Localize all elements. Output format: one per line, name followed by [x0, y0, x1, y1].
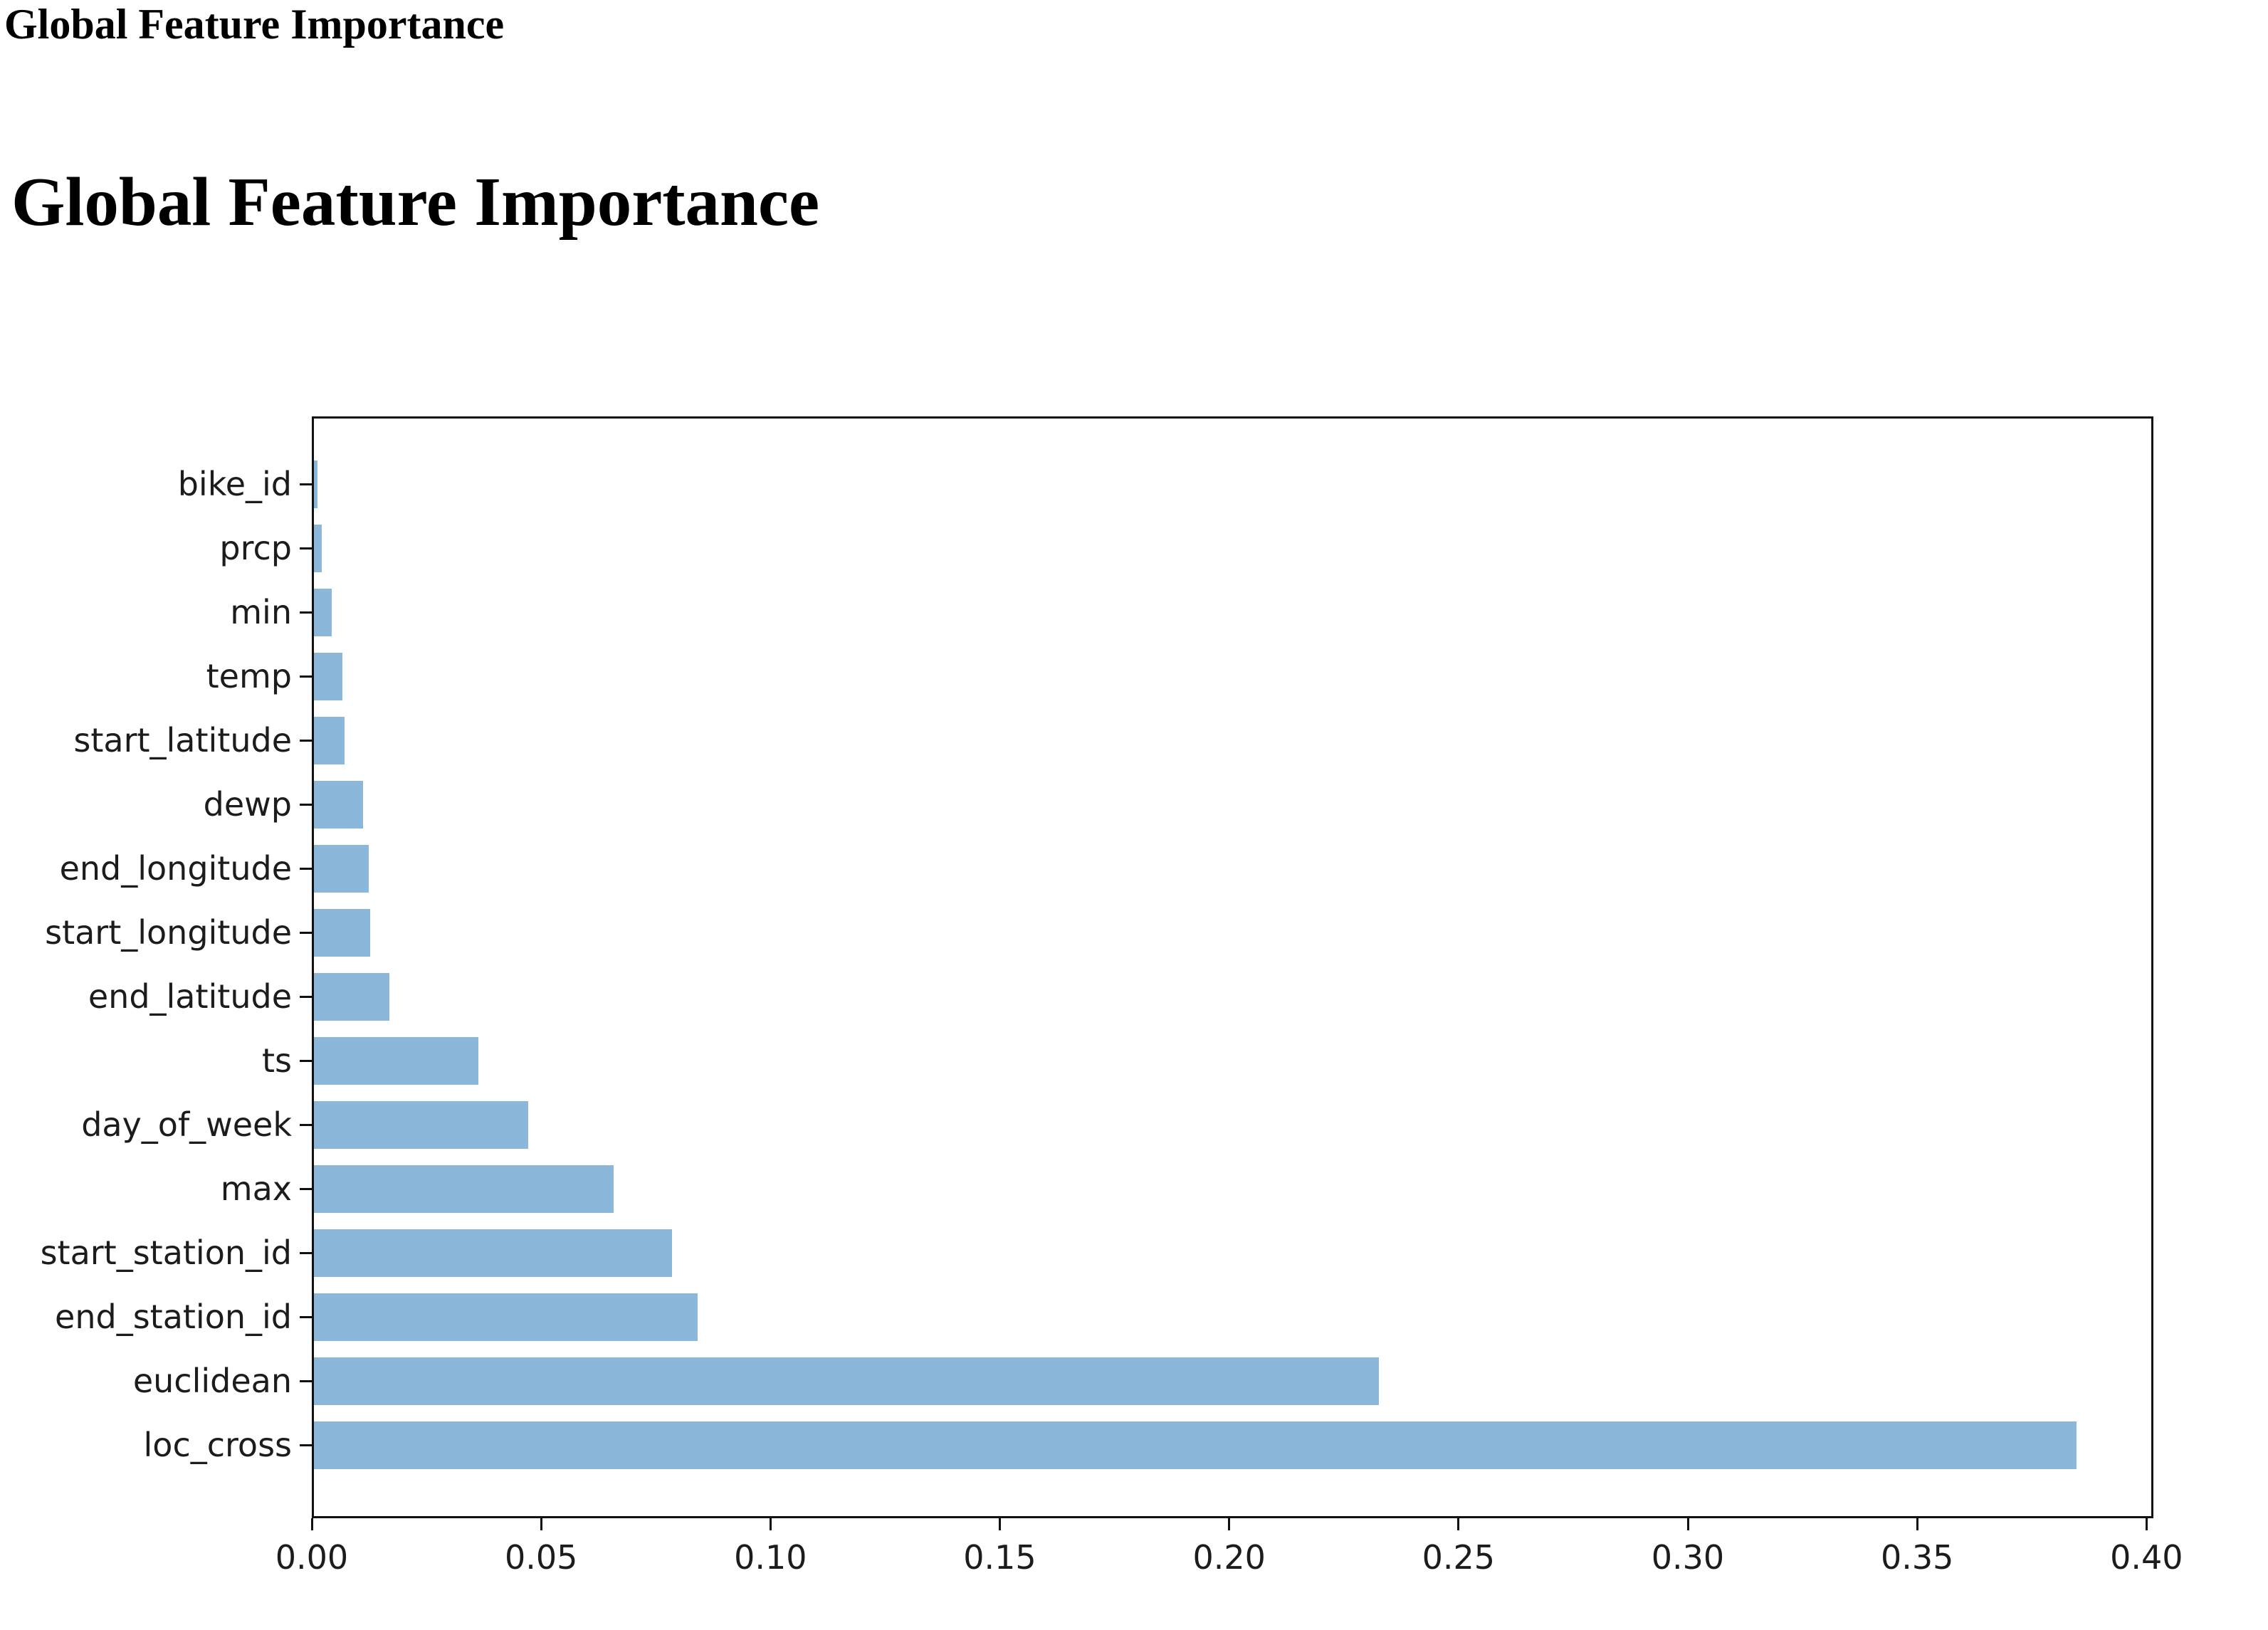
x-tick-label-0.00: 0.00: [275, 1538, 349, 1577]
y-tick-start_latitude: [300, 739, 312, 742]
y-tick-day_of_week: [300, 1123, 312, 1126]
x-tick-label-0.30: 0.30: [1651, 1538, 1725, 1577]
y-tick-label-bike_id: bike_id: [177, 465, 292, 503]
x-tick-label-0.10: 0.10: [734, 1538, 807, 1577]
y-tick-temp: [300, 675, 312, 678]
y-tick-label-end_station_id: end_station_id: [55, 1298, 292, 1336]
y-tick-label-start_station_id: start_station_id: [40, 1234, 292, 1272]
x-tick-label-0.05: 0.05: [504, 1538, 578, 1577]
bar-prcp: [312, 524, 322, 572]
page-title: Global Feature Importance: [11, 163, 820, 240]
x-tick-label-0.35: 0.35: [1880, 1538, 1954, 1577]
y-tick-label-ts: ts: [261, 1041, 292, 1080]
x-tick-0.05: [540, 1518, 542, 1530]
plot-area: [312, 416, 2153, 1518]
y-tick-end_longitude: [300, 867, 312, 870]
y-tick-dewp: [300, 803, 312, 806]
y-tick-label-max: max: [220, 1169, 292, 1208]
x-tick-0.30: [1686, 1518, 1689, 1530]
x-tick-0.35: [1916, 1518, 1918, 1530]
y-tick-label-day_of_week: day_of_week: [81, 1105, 292, 1144]
y-tick-label-start_longitude: start_longitude: [45, 913, 292, 952]
x-tick-label-0.25: 0.25: [1422, 1538, 1496, 1577]
bar-dewp: [312, 780, 364, 829]
bar-bike_id: [312, 460, 317, 508]
x-tick-label-0.40: 0.40: [2110, 1538, 2183, 1577]
x-tick-0.40: [2145, 1518, 2148, 1530]
y-tick-label-end_longitude: end_longitude: [59, 849, 292, 888]
bar-end_longitude: [312, 844, 369, 893]
y-tick-end_station_id: [300, 1315, 312, 1318]
y-tick-label-start_latitude: start_latitude: [73, 721, 292, 759]
bar-day_of_week: [312, 1100, 529, 1149]
x-tick-label-0.20: 0.20: [1192, 1538, 1266, 1577]
x-tick-0.10: [769, 1518, 772, 1530]
bar-start_longitude: [312, 908, 370, 957]
y-tick-end_latitude: [300, 995, 312, 998]
y-tick-label-temp: temp: [206, 657, 292, 695]
bar-ts: [312, 1036, 478, 1085]
x-tick-0.00: [310, 1518, 313, 1530]
y-tick-start_longitude: [300, 931, 312, 934]
bar-start_station_id: [312, 1229, 672, 1277]
x-tick-0.25: [1457, 1518, 1460, 1530]
y-tick-ts: [300, 1059, 312, 1062]
y-tick-label-min: min: [230, 593, 292, 631]
y-tick-start_station_id: [300, 1251, 312, 1254]
bar-euclidean: [312, 1357, 1380, 1405]
y-tick-loc_cross: [300, 1444, 312, 1446]
x-tick-0.20: [1228, 1518, 1231, 1530]
y-tick-label-dewp: dewp: [203, 785, 292, 824]
y-tick-min: [300, 611, 312, 614]
x-tick-label-0.15: 0.15: [963, 1538, 1036, 1577]
bar-max: [312, 1164, 614, 1213]
y-tick-prcp: [300, 547, 312, 550]
y-tick-label-euclidean: euclidean: [132, 1362, 292, 1400]
x-tick-0.15: [999, 1518, 1001, 1530]
y-tick-max: [300, 1187, 312, 1190]
bar-end_station_id: [312, 1293, 698, 1341]
y-tick-label-prcp: prcp: [219, 529, 292, 567]
y-tick-label-end_latitude: end_latitude: [88, 977, 292, 1016]
document-header-title: Global Feature Importance: [4, 1, 505, 48]
bar-end_latitude: [312, 972, 389, 1021]
bar-start_latitude: [312, 716, 345, 764]
y-tick-label-loc_cross: loc_cross: [143, 1426, 292, 1464]
bar-loc_cross: [312, 1421, 2077, 1469]
bar-temp: [312, 652, 342, 700]
y-tick-bike_id: [300, 483, 312, 485]
y-tick-euclidean: [300, 1379, 312, 1382]
bar-min: [312, 588, 332, 636]
